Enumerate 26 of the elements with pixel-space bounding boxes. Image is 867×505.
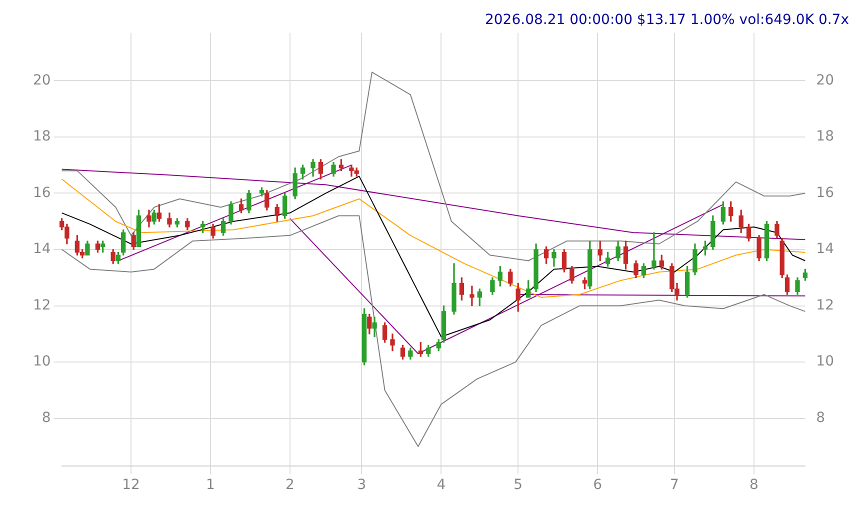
y2-tick-label: 14 [816, 241, 834, 258]
y-tick-label: 18 [32, 128, 51, 145]
y-tick-label: 16 [32, 184, 51, 201]
y2-tick-label: 18 [816, 128, 834, 145]
x-tick-label: 3 [357, 477, 366, 494]
x-tick-label: 1 [206, 477, 215, 494]
x-tick-label: 6 [593, 477, 602, 494]
y-tick-label: 20 [32, 72, 51, 88]
y2-tick-label: 16 [816, 184, 834, 201]
y-tick-label: 14 [32, 241, 51, 258]
y2-tick-label: 12 [816, 297, 834, 314]
y2-tick-label: 8 [816, 410, 826, 426]
y2-tick-label: 10 [816, 354, 834, 370]
x-tick-label: 8 [749, 477, 758, 494]
x-tick-label: 7 [670, 477, 679, 494]
x-tick-label: 2 [285, 477, 294, 494]
y2-tick-label: 20 [816, 72, 834, 88]
y-tick-label: 10 [32, 354, 51, 370]
x-tick-label: 12 [122, 477, 140, 494]
candlestick [470, 286, 474, 306]
x-tick-label: 5 [514, 477, 523, 494]
chart-title: 2026.08.21 00:00:00 $13.17 1.00% vol:649.0K 0.7x [484, 12, 849, 28]
candlestick [652, 232, 656, 270]
y-tick-label: 12 [32, 297, 51, 314]
y-tick-label: 8 [42, 410, 51, 426]
x-tick-label: 4 [436, 477, 446, 494]
